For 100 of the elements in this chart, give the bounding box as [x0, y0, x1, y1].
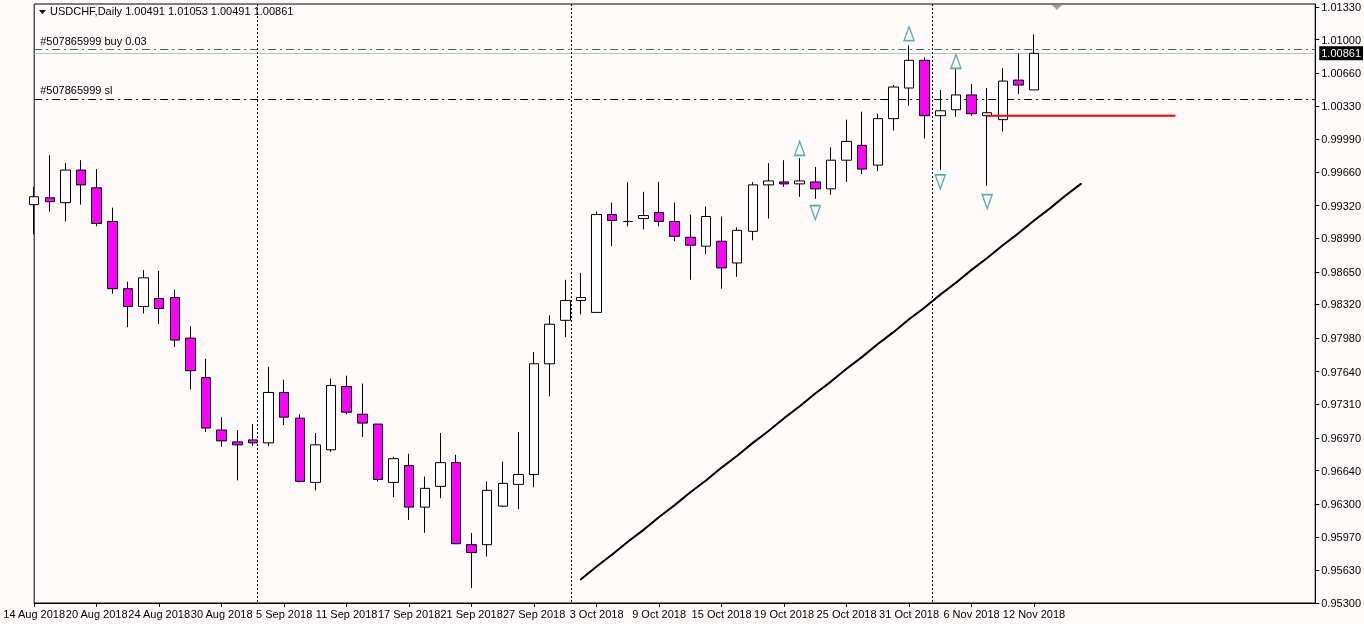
candlestick [638, 191, 649, 230]
x-tick-label: 24 Aug 2018 [128, 607, 191, 620]
candlestick [1013, 52, 1024, 95]
candlestick [810, 166, 821, 200]
candlestick [779, 159, 789, 188]
candlestick [404, 453, 414, 521]
candlestick [498, 461, 508, 508]
candlestick [435, 432, 446, 499]
y-tick-label: 0.99320 [1321, 199, 1361, 212]
candlestick [170, 289, 180, 348]
candlestick [76, 159, 86, 206]
candlestick [60, 162, 71, 222]
candlestick [607, 202, 617, 247]
candlestick [451, 454, 461, 545]
y-tick-label: 0.96970 [1321, 431, 1361, 444]
candlestick [623, 181, 633, 227]
candlestick [357, 383, 368, 438]
x-tick-label: 25 Oct 2018 [816, 607, 877, 620]
x-tick-label: 5 Sep 2018 [256, 607, 313, 620]
candlestick [201, 358, 211, 433]
y-tick-label: 0.99660 [1321, 166, 1361, 179]
candlestick [482, 480, 492, 558]
candlestick [685, 214, 696, 281]
y-tick-label: 0.95300 [1321, 597, 1361, 609]
candlestick [279, 379, 289, 426]
y-tick-label: 0.98650 [1321, 265, 1361, 278]
y-tick-label: 0.97640 [1321, 365, 1361, 378]
candlestick [91, 168, 102, 227]
candlestick [591, 211, 602, 313]
y-tick-label: 0.97310 [1321, 398, 1361, 411]
y-tick-label: 0.98990 [1321, 232, 1361, 245]
x-tick-label: 27 Sep 2018 [502, 607, 566, 620]
candlestick [732, 226, 742, 278]
y-tick-label: 0.95630 [1321, 564, 1361, 577]
candlestick [763, 162, 774, 219]
x-tick-label: 20 Aug 2018 [65, 607, 128, 620]
candlestick [388, 456, 399, 498]
x-tick-label: 11 Sep 2018 [315, 607, 378, 620]
candlestick [513, 431, 524, 510]
candlestick [185, 325, 196, 390]
candlestick [1029, 33, 1039, 91]
x-tick-label: 6 Nov 2018 [943, 607, 1000, 620]
candlestick [138, 269, 149, 314]
x-tick-label: 17 Sep 2018 [377, 607, 441, 620]
candlestick [701, 206, 711, 255]
point [950, 53, 962, 70]
y-tick-label: 1.01330 [1321, 0, 1361, 13]
y-tick-label: 0.98320 [1321, 298, 1361, 311]
candlestick [295, 413, 305, 483]
candlestick [529, 351, 539, 488]
candlestick [466, 532, 477, 589]
x-tick-label: 19 Oct 2018 [754, 607, 815, 620]
candlestick [45, 154, 55, 213]
candlestick [841, 119, 852, 183]
candlestick [263, 366, 274, 447]
candlestick [654, 181, 664, 227]
candlestick [716, 216, 727, 290]
ref-line-label: #507865999 buy 0.03 [40, 34, 147, 47]
x-tick-label: 15 Oct 2018 [691, 607, 752, 620]
point [981, 193, 993, 210]
y-tick-label: 0.96300 [1321, 498, 1361, 511]
candlestick [420, 475, 430, 534]
candlestick [216, 416, 227, 448]
chart-title: USDCHF,Daily 1.00491 1.01053 1.00491 1.00861 [50, 4, 294, 17]
x-tick-label: 12 Nov 2018 [1002, 607, 1066, 620]
x-tick-label: 14 Aug 2018 [3, 607, 66, 620]
candlestick [154, 270, 164, 325]
y-tick-label: 0.99990 [1321, 133, 1361, 146]
candlestick [123, 281, 133, 328]
candlestick [544, 314, 555, 397]
candlestick [373, 423, 383, 482]
y-tick-label: 0.97980 [1321, 332, 1361, 345]
candlestick [107, 207, 118, 295]
point [903, 25, 915, 42]
candlestick [669, 202, 680, 242]
y-tick-label: 1.00330 [1321, 99, 1361, 112]
ref-line-label: #507865999 sl [40, 84, 113, 97]
candlestick [232, 429, 243, 481]
point [809, 204, 822, 221]
line-series [579, 182, 1082, 581]
candlestick [857, 111, 867, 175]
candlestick [873, 113, 883, 172]
y-tick-label: 0.96640 [1321, 464, 1361, 477]
x-tick-label: 3 Oct 2018 [569, 607, 624, 620]
x-tick-label: 31 Oct 2018 [879, 607, 940, 620]
candlestick [326, 378, 336, 453]
y-tick-label: 1.00660 [1321, 67, 1361, 80]
y-tick-label: 1.01000 [1321, 33, 1361, 46]
candlestick [341, 375, 352, 415]
candlestick [576, 272, 586, 315]
x-tick-label: 9 Oct 2018 [632, 607, 687, 620]
candlestick [748, 181, 758, 241]
y-tick-label: 0.95970 [1321, 530, 1361, 543]
candlestick [794, 157, 805, 198]
x-tick-label: 21 Sep 2018 [440, 607, 503, 620]
x-tick-label: 30 Aug 2018 [190, 607, 253, 620]
ref-line-label: 1.00861 [1321, 47, 1361, 60]
candlestick [310, 432, 321, 491]
point [934, 174, 947, 190]
candlestick [826, 146, 836, 196]
